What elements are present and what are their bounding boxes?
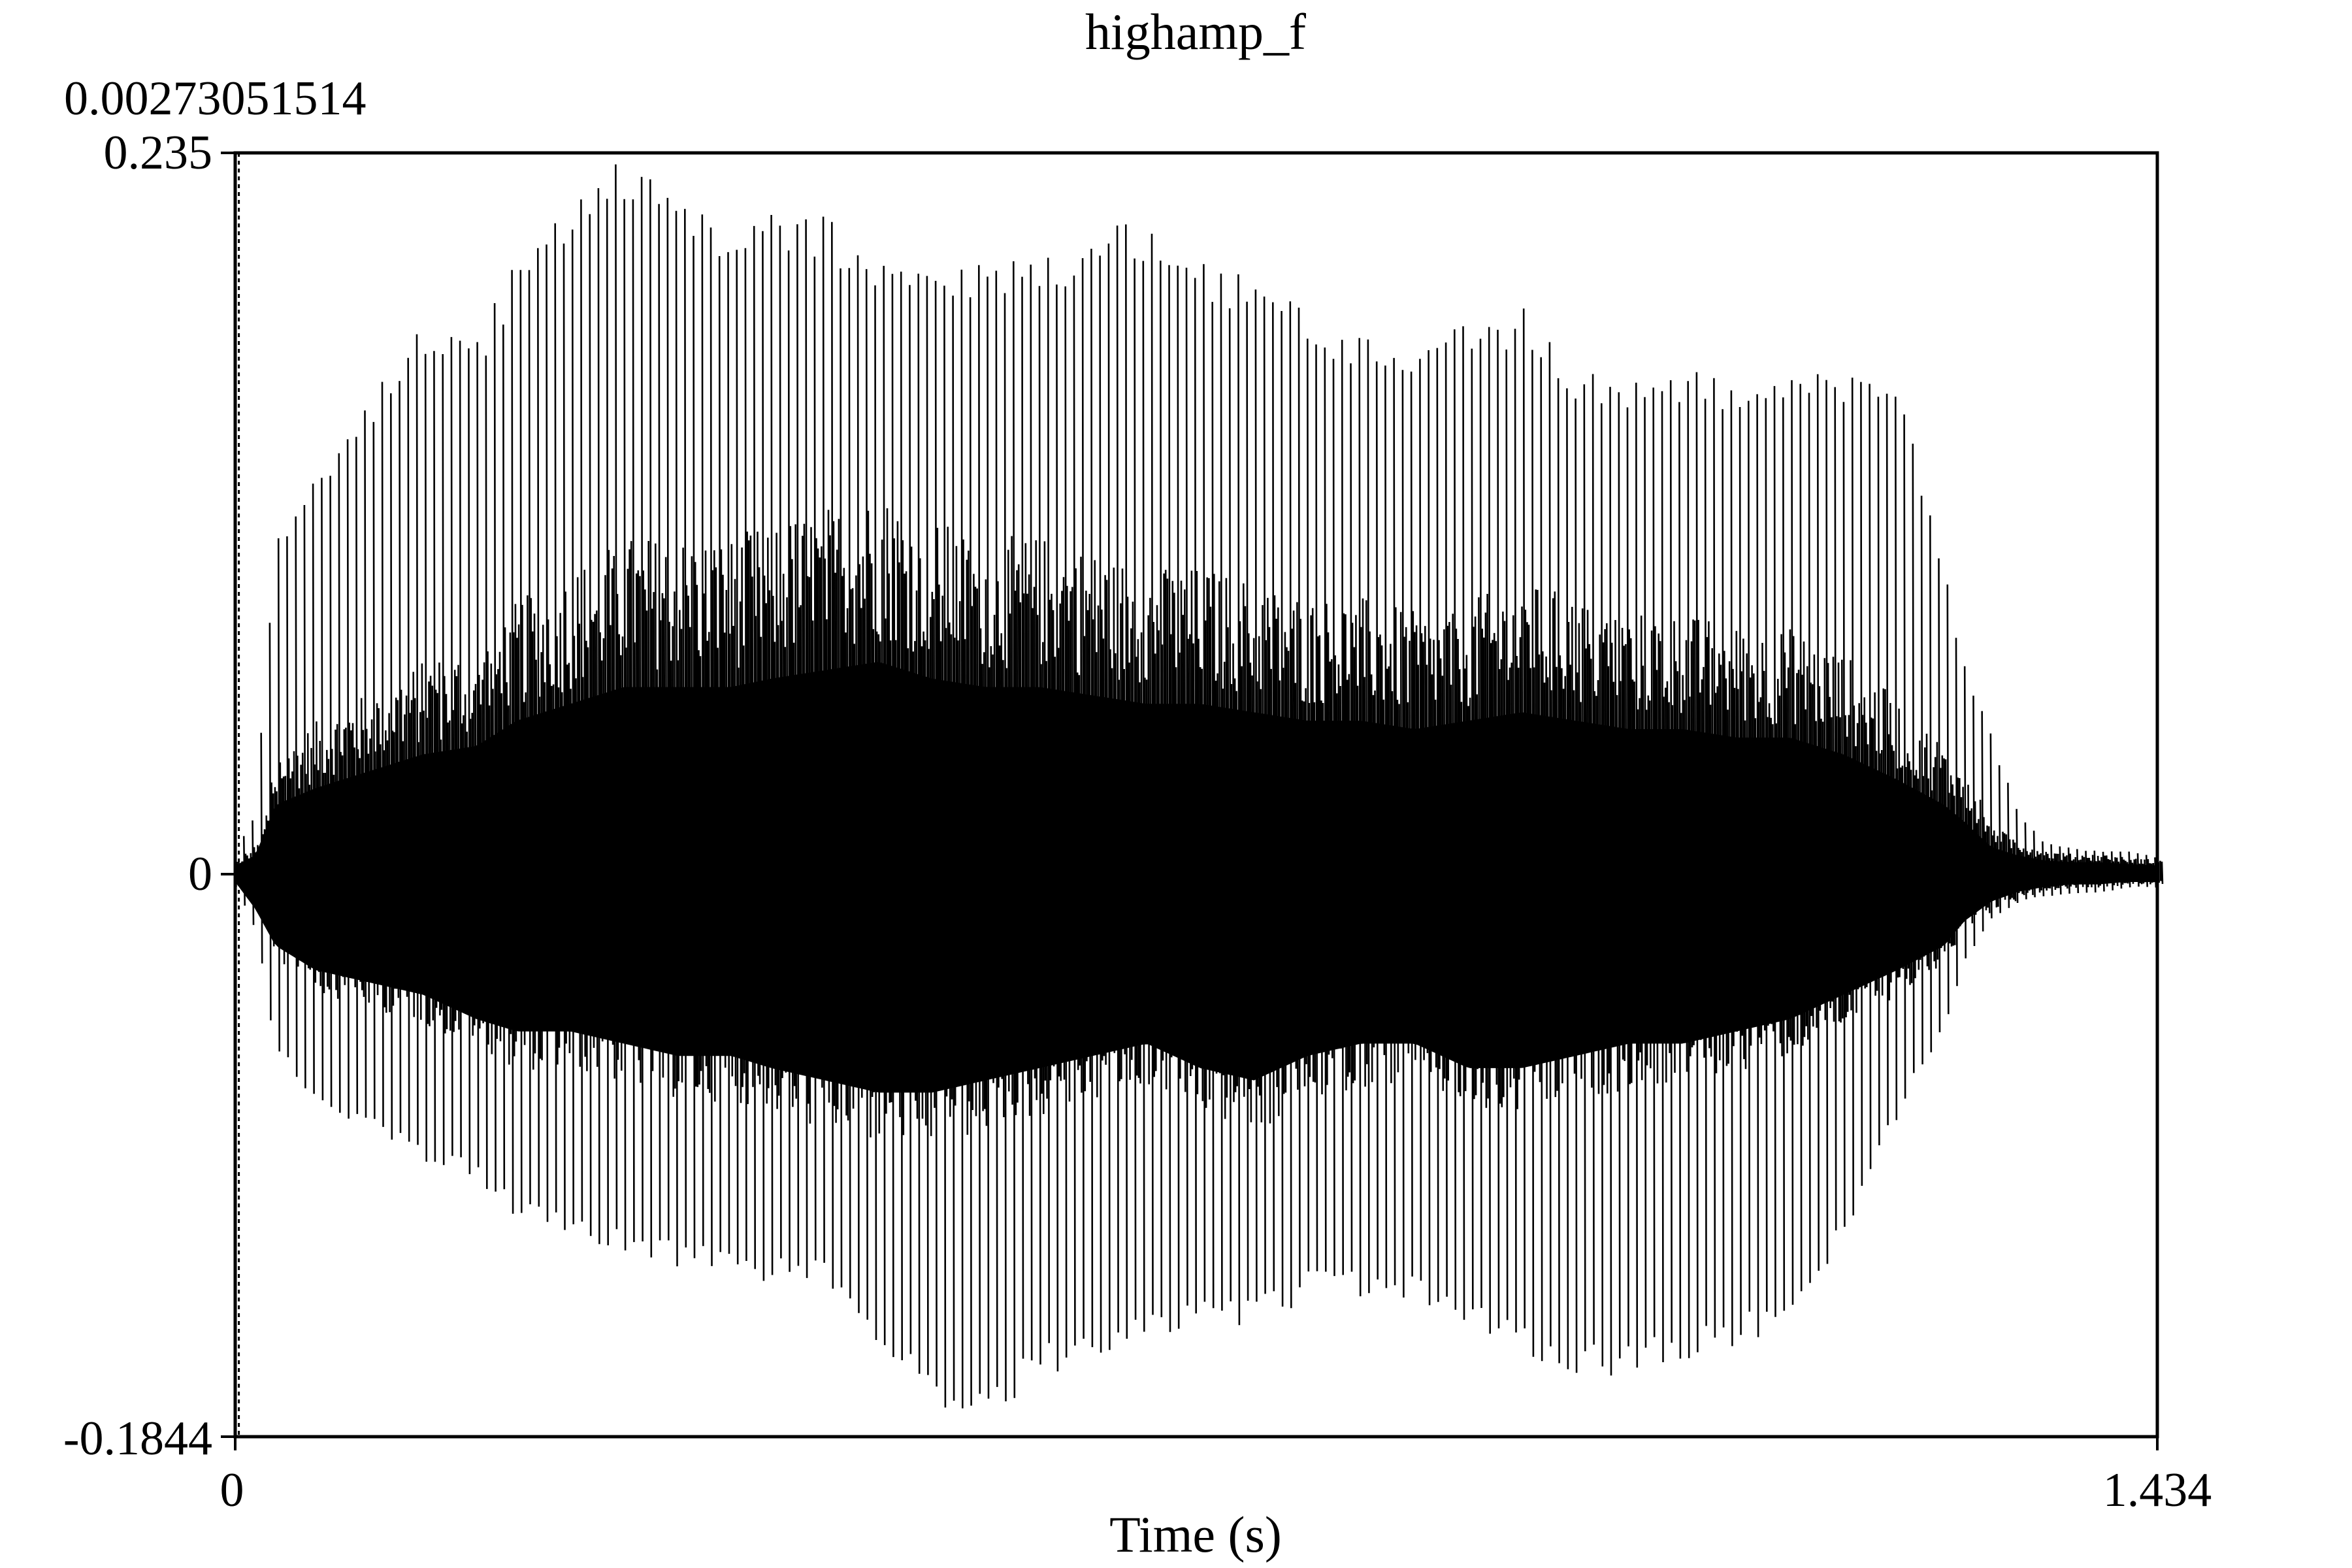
y-tick-label-zero: 0 — [188, 847, 212, 901]
x-axis-label: Time (s) — [1109, 1506, 1282, 1563]
waveform-series — [234, 164, 2164, 1409]
chart-title: highamp_f — [1085, 3, 1306, 60]
y-tick-label-bottom: -0.1844 — [63, 1412, 212, 1465]
x-tick-label-start: 0 — [220, 1463, 244, 1517]
y-tick-label-top: 0.235 — [104, 126, 213, 180]
cursor-value-label: 0.00273051514 — [64, 72, 367, 125]
x-tick-label-end: 1.434 — [2103, 1463, 2212, 1517]
plot-frame — [233, 151, 2159, 1439]
waveform-core-band — [235, 662, 2157, 1093]
